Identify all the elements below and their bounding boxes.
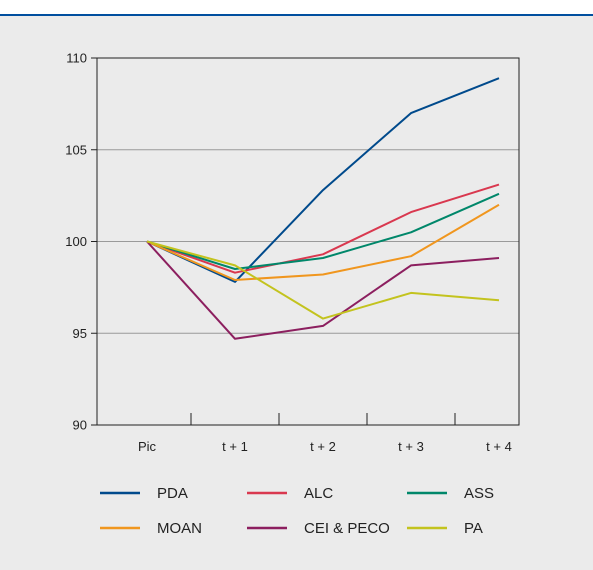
x-tick-label: t + 3	[398, 439, 424, 454]
legend-label-cei-peco: CEI & PECO	[304, 520, 390, 537]
x-tick-label: t + 4	[486, 439, 512, 454]
legend-label-moan: MOAN	[157, 520, 202, 537]
series-line-moan	[146, 203, 500, 281]
legend-label-alc: ALC	[304, 485, 333, 502]
y-tick-label: 95	[73, 326, 87, 341]
series-line-alc	[146, 183, 500, 274]
legend-label-ass: ASS	[464, 485, 494, 502]
y-tick-label: 105	[65, 142, 87, 157]
legend: PDA ALC ASS MOAN CEI & PECO PA	[100, 485, 494, 537]
y-axis: 90 95 100 105 110	[65, 51, 97, 433]
x-axis: Pic t + 1 t + 2 t + 3 t + 4	[138, 413, 512, 454]
series-line-pda	[146, 77, 500, 283]
legend-label-pda: PDA	[157, 485, 188, 502]
series-lines	[146, 77, 500, 340]
series-line-ass	[146, 192, 500, 270]
x-tick-label: t + 1	[222, 439, 248, 454]
top-rule	[0, 14, 593, 16]
legend-label-pa: PA	[464, 520, 483, 537]
x-tick-label: Pic	[138, 439, 157, 454]
y-tick-label: 100	[65, 234, 87, 249]
y-tick-label: 110	[66, 51, 87, 66]
gridlines	[97, 149, 519, 334]
series-line-cei-peco	[146, 240, 500, 340]
chart-panel	[0, 16, 593, 570]
series-line-pa	[146, 240, 500, 320]
x-tick-label: t + 2	[310, 439, 336, 454]
y-tick-label: 90	[73, 418, 87, 433]
